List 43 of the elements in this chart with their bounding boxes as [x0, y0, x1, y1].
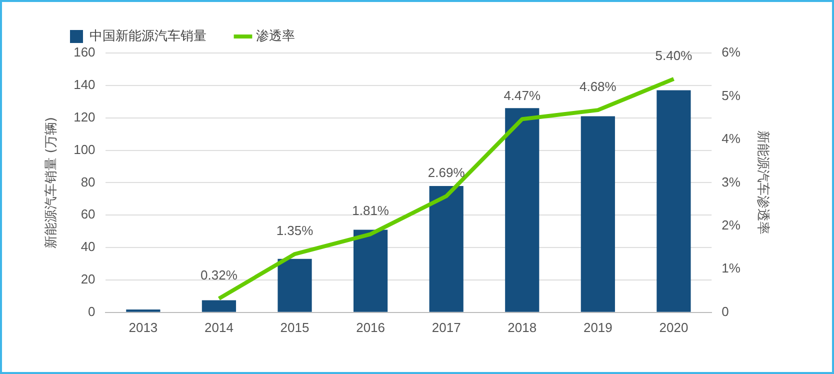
bar: [202, 300, 236, 312]
y2-tick-label: 1%: [722, 260, 741, 276]
x-tick-label: 2013: [128, 320, 158, 335]
y2-tick-label: 0: [722, 304, 729, 319]
x-tick-label: 2019: [583, 320, 612, 335]
y-tick-label: 160: [74, 44, 96, 60]
legend-label: 中国新能源汽车销量: [90, 28, 206, 44]
y-tick-label: 0: [88, 304, 96, 319]
bar: [429, 186, 464, 312]
y2-tick-label: 3%: [722, 174, 741, 190]
y-tick-label: 20: [80, 272, 96, 287]
x-tick-label: 2020: [659, 320, 688, 335]
x-tick-label: 2015: [280, 320, 310, 335]
data-label: 1.35%: [276, 223, 314, 238]
x-tick-label: 2014: [204, 320, 234, 335]
y-tick-label: 140: [74, 77, 96, 92]
y-tick-label: 40: [80, 239, 96, 254]
x-tick-label: 2018: [508, 320, 537, 335]
y2-tick-label: 5%: [722, 88, 741, 103]
y2-tick-label: 4%: [722, 131, 741, 146]
data-label: 2.69%: [428, 165, 466, 180]
bar: [354, 230, 388, 312]
data-label: 1.81%: [352, 203, 390, 218]
data-label: 0.32%: [200, 268, 238, 283]
y-tick-label: 100: [74, 142, 96, 157]
bar: [126, 309, 160, 312]
y-tick-label: 120: [74, 109, 96, 124]
y2-axis-title: 新能源汽车渗透率: [754, 130, 771, 235]
y-tick-label: 60: [80, 206, 96, 222]
bar: [278, 258, 312, 312]
bar: [580, 116, 615, 312]
bar: [656, 90, 691, 312]
legend-label: 渗透率: [256, 28, 295, 44]
y2-tick-label: 6%: [722, 44, 741, 60]
data-label: 4.47%: [504, 88, 541, 104]
bar: [505, 108, 540, 312]
data-label: 5.40%: [655, 48, 693, 64]
data-label: 4.68%: [579, 79, 617, 94]
x-tick-label: 2017: [432, 320, 461, 335]
y-tick-label: 80: [80, 174, 96, 190]
y2-tick-label: 2%: [722, 218, 741, 233]
x-tick-label: 2016: [356, 320, 386, 335]
y-axis-title: 新能源汽车销量 (万辆): [44, 117, 60, 248]
